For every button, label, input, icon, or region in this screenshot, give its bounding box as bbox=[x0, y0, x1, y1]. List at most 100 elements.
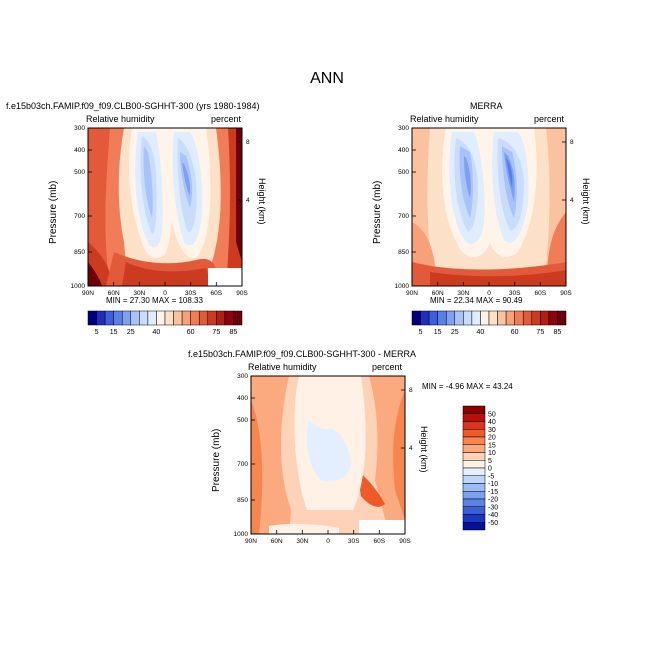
colorbar-swatch bbox=[462, 506, 486, 515]
panel-model-ylabel: Pressure (mb) bbox=[48, 180, 59, 244]
colorbar-label: -5 bbox=[488, 473, 494, 480]
xtick-label: 90S bbox=[560, 290, 572, 297]
colorbar-label: 30 bbox=[488, 427, 496, 434]
colorbar-swatch bbox=[156, 310, 166, 326]
colorbar-label: 85 bbox=[230, 329, 238, 336]
panel-diff-stats: MIN = -4.96 MAX = 43.24 bbox=[422, 382, 513, 391]
ytick-right-label: 8 bbox=[246, 139, 250, 146]
ytick-label: 850 bbox=[74, 249, 85, 256]
panel-diff-plot: 300 400 500 700 850 1000 8 4 90N 60N 30N… bbox=[234, 373, 413, 545]
colorbar-swatch bbox=[216, 310, 226, 326]
colorbar-label: 20 bbox=[488, 435, 496, 442]
panel-diff-ticks bbox=[250, 375, 406, 535]
colorbar-swatch bbox=[522, 310, 533, 326]
xtick-label: 30N bbox=[296, 538, 308, 545]
ytick-label: 400 bbox=[237, 395, 248, 402]
colorbar-label: 5 bbox=[488, 458, 492, 465]
ytick-label: 400 bbox=[398, 147, 409, 154]
ytick-label: 500 bbox=[74, 169, 85, 176]
panel-diff-contours bbox=[251, 376, 405, 534]
colorbar-swatch bbox=[207, 310, 217, 326]
panel-model-title: f.e15b03ch.FAMIP.f09_f09.CLB00-SGHHT-300… bbox=[6, 101, 260, 111]
panel-obs-plot: 300 400 500 700 850 1000 8 4 90N 60N 30N… bbox=[395, 125, 574, 297]
panel-diff-title: f.e15b03ch.FAMIP.f09_f09.CLB00-SGHHT-300… bbox=[188, 349, 416, 359]
xtick-label: 90N bbox=[245, 538, 257, 545]
colorbar-label: 50 bbox=[488, 411, 496, 418]
colorbar-swatch bbox=[462, 436, 486, 445]
colorbar-swatch bbox=[471, 310, 481, 326]
colorbar-swatch bbox=[113, 310, 123, 326]
panel-obs-ylabel: Pressure (mb) bbox=[372, 180, 383, 244]
colorbar-swatch bbox=[198, 310, 209, 326]
colorbar-swatch bbox=[557, 310, 567, 326]
xtick-label: 90S bbox=[236, 290, 248, 297]
panel-obs-ticks bbox=[411, 127, 567, 287]
panel-obs-yticks: 300 400 500 700 850 1000 bbox=[395, 125, 410, 290]
xtick-label: 60S bbox=[374, 538, 386, 545]
colorbar-swatch bbox=[462, 421, 486, 430]
colorbar-swatch bbox=[462, 491, 486, 500]
xtick-label: 90N bbox=[82, 290, 94, 297]
colorbar-swatch bbox=[480, 310, 490, 326]
ytick-label: 700 bbox=[398, 213, 409, 220]
ytick-label: 400 bbox=[74, 147, 85, 154]
xtick-label: 0 bbox=[487, 290, 491, 297]
ytick-label: 500 bbox=[237, 417, 248, 424]
colorbar-swatch bbox=[462, 514, 486, 523]
colorbar-swatch bbox=[121, 310, 132, 326]
xtick-label: 60N bbox=[108, 290, 120, 297]
colorbar-label: 60 bbox=[187, 329, 195, 336]
colorbar-swatch bbox=[463, 310, 473, 326]
panel-obs-contours bbox=[412, 128, 566, 286]
colorbar-swatch bbox=[462, 467, 486, 476]
colorbar-swatch bbox=[96, 310, 106, 326]
ytick-label: 700 bbox=[237, 461, 248, 468]
ytick-label: 850 bbox=[398, 249, 409, 256]
ytick-label: 300 bbox=[237, 373, 248, 380]
panel-model-ticks bbox=[87, 127, 243, 287]
ytick-right-label: 4 bbox=[409, 445, 413, 452]
ytick-label: 500 bbox=[398, 169, 409, 176]
panel-model-field-label: Relative humidity bbox=[86, 114, 155, 124]
ytick-label: 850 bbox=[237, 497, 248, 504]
colorbar-swatch bbox=[224, 310, 234, 326]
colorbar-label: 15 bbox=[110, 329, 118, 336]
xtick-label: 30N bbox=[133, 290, 145, 297]
colorbar-label: 40 bbox=[488, 419, 496, 426]
colorbar-swatch bbox=[462, 522, 486, 531]
colorbar-swatch bbox=[420, 310, 430, 326]
colorbar-label: 60 bbox=[511, 329, 519, 336]
panel-obs-stats: MIN = 22.34 MAX = 90.49 bbox=[430, 296, 523, 305]
colorbar-swatch bbox=[454, 310, 464, 326]
xtick-label: 60N bbox=[432, 290, 444, 297]
xtick-label: 60S bbox=[535, 290, 547, 297]
panel-diff-ylabel: Pressure (mb) bbox=[211, 428, 222, 492]
colorbar-swatch bbox=[462, 429, 486, 438]
panel-obs-title: MERRA bbox=[470, 101, 503, 111]
panel-model-xticks: 90N 60N 30N 0 30S 60S 90S bbox=[82, 290, 248, 297]
colorbar-label: 40 bbox=[153, 329, 161, 336]
panel-model-units: percent bbox=[211, 114, 242, 124]
panel-model-stats: MIN = 27.30 MAX = 108.33 bbox=[106, 296, 203, 305]
colorbar-label: 15 bbox=[434, 329, 442, 336]
colorbar-swatch bbox=[462, 405, 486, 414]
colorbar-label: 5 bbox=[419, 329, 423, 336]
colorbar-swatch bbox=[540, 310, 550, 326]
xtick-label: 60S bbox=[211, 290, 223, 297]
colorbar-label: -40 bbox=[488, 512, 498, 519]
panel-diff-yticks: 300 400 500 700 850 1000 bbox=[234, 373, 249, 538]
colorbar-label: 15 bbox=[488, 442, 496, 449]
colorbar-swatch bbox=[462, 413, 486, 422]
colorbar-swatch bbox=[190, 310, 200, 326]
colorbar-label: 40 bbox=[477, 329, 485, 336]
colorbar-label: 25 bbox=[127, 329, 135, 336]
colorbar-swatch bbox=[462, 452, 486, 461]
colorbar-swatch bbox=[445, 310, 456, 326]
ytick-label: 1000 bbox=[395, 283, 410, 290]
panel-obs-yticks-right: 8 4 bbox=[570, 139, 574, 204]
colorbar-swatch bbox=[87, 310, 97, 326]
colorbar-swatch bbox=[505, 310, 515, 326]
xtick-label: 90N bbox=[406, 290, 418, 297]
colorbar-label: 75 bbox=[212, 329, 220, 336]
